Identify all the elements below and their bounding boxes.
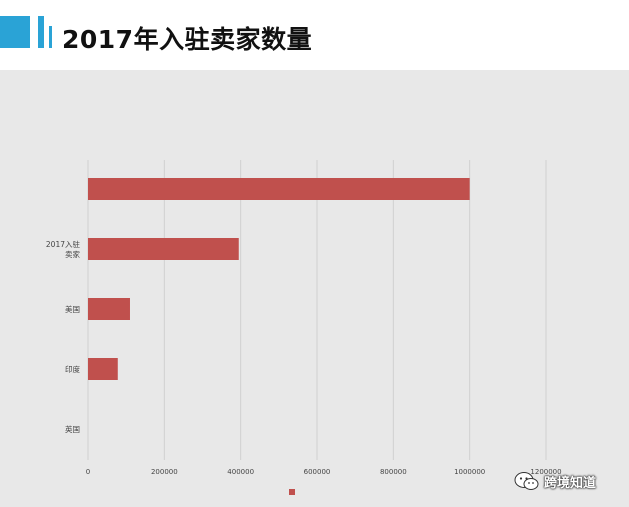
watermark: 跨境知道 [514,471,596,491]
page-title: 2017年入驻卖家数量 [62,25,313,54]
x-tick-label: 800000 [380,468,407,476]
x-tick-label: 1200000 [530,468,561,476]
bar [88,238,239,260]
bar [88,178,470,200]
legend-swatch [289,489,295,495]
wechat-icon [514,472,539,490]
category-label: 2017入驻卖家 [46,239,81,259]
bar [88,298,130,320]
chart-area [0,70,629,507]
bar [88,358,118,380]
x-tick-label: 400000 [227,468,254,476]
category-label: 英国 [65,424,80,434]
title-accent-block [0,16,30,48]
header: 2017年入驻卖家数量 [0,0,629,70]
watermark-text: 跨境知道 [544,475,597,491]
category-label: 美国 [65,304,80,314]
category-label: 印度 [65,364,80,374]
x-tick-label: 1000000 [454,468,485,476]
title-accent-bar [38,16,44,48]
x-tick-label: 600000 [304,468,331,476]
x-tick-label: 0 [86,468,90,476]
title-accent-thin [49,26,52,48]
x-tick-label: 200000 [151,468,178,476]
